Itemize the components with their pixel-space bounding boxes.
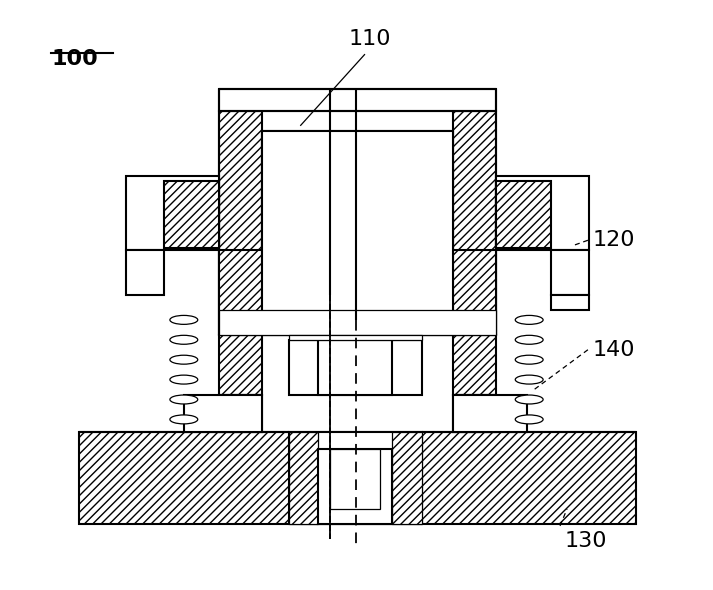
Text: 140: 140: [593, 340, 635, 360]
Polygon shape: [318, 340, 392, 395]
Polygon shape: [453, 111, 496, 335]
Bar: [330, 449, 380, 509]
Polygon shape: [219, 89, 496, 111]
Polygon shape: [496, 181, 551, 248]
Ellipse shape: [515, 316, 543, 325]
Bar: [289, 432, 318, 524]
Bar: [289, 432, 421, 524]
Polygon shape: [496, 176, 589, 250]
Ellipse shape: [515, 335, 543, 345]
Polygon shape: [219, 310, 496, 335]
Ellipse shape: [170, 316, 198, 325]
Polygon shape: [453, 335, 496, 395]
Polygon shape: [126, 250, 164, 295]
Polygon shape: [184, 395, 262, 432]
Polygon shape: [219, 250, 262, 335]
Ellipse shape: [170, 335, 198, 345]
Ellipse shape: [170, 355, 198, 364]
Polygon shape: [453, 395, 496, 432]
Polygon shape: [126, 176, 219, 250]
Text: 120: 120: [593, 230, 635, 250]
Ellipse shape: [515, 395, 543, 404]
Polygon shape: [219, 335, 262, 395]
Polygon shape: [219, 395, 262, 432]
Polygon shape: [289, 340, 421, 395]
Text: 130: 130: [565, 531, 607, 551]
Polygon shape: [453, 395, 527, 432]
Bar: [79, 432, 636, 524]
Ellipse shape: [515, 375, 543, 384]
Polygon shape: [219, 111, 262, 335]
Ellipse shape: [515, 355, 543, 364]
Text: 110: 110: [349, 30, 391, 49]
Bar: [262, 131, 453, 335]
Bar: [392, 432, 421, 524]
Ellipse shape: [170, 415, 198, 424]
Polygon shape: [164, 181, 219, 248]
Text: 100: 100: [51, 49, 98, 69]
Polygon shape: [551, 250, 589, 295]
Polygon shape: [551, 295, 589, 310]
Polygon shape: [453, 250, 496, 335]
Bar: [318, 449, 392, 524]
Ellipse shape: [170, 395, 198, 404]
Polygon shape: [289, 335, 421, 340]
Ellipse shape: [515, 415, 543, 424]
Ellipse shape: [170, 375, 198, 384]
